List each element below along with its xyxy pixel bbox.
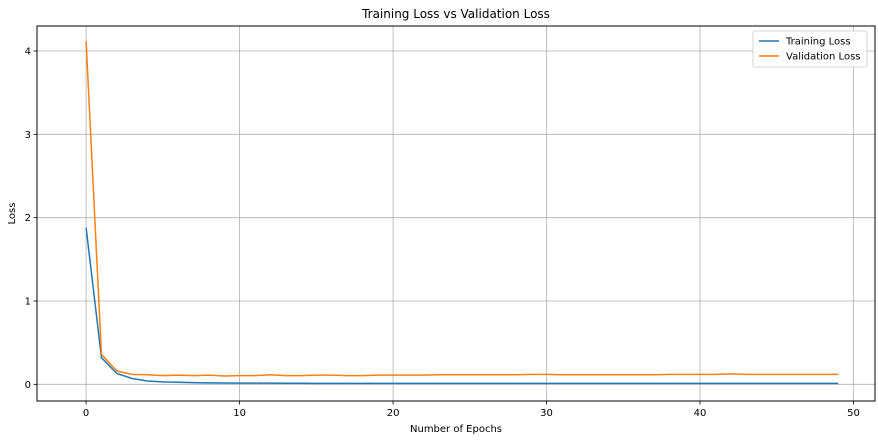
y-axis-label: Loss (7, 203, 18, 225)
y-tick-label: 0 (25, 380, 31, 391)
series-layer (85, 40, 839, 385)
plot-frame (36, 25, 876, 402)
y-tick-label: 1 (25, 297, 31, 308)
chart-title: Training Loss vs Validation Loss (361, 7, 550, 21)
x-tick-label: 30 (540, 408, 553, 419)
legend-label-validation-loss: Validation Loss (786, 52, 861, 63)
x-tick-label: 0 (83, 408, 89, 419)
y-tick-label: 2 (25, 213, 31, 224)
legend-label-training-loss: Training Loss (785, 37, 851, 48)
x-axis-label: Number of Epochs (410, 424, 502, 435)
x-tick-label: 10 (233, 408, 246, 419)
x-tick-label: 40 (694, 408, 707, 419)
series-line-training-loss (85, 227, 839, 385)
x-tick-label: 20 (387, 408, 400, 419)
x-tick-label: 50 (847, 408, 860, 419)
legend: Training Loss Validation Loss (752, 30, 868, 68)
series-line-validation-loss (85, 40, 839, 377)
legend-box (752, 30, 868, 68)
y-axis: 0 1 2 3 4 (25, 47, 37, 391)
y-tick-label: 4 (25, 47, 31, 58)
y-tick-label: 3 (25, 130, 31, 141)
x-axis: 0 10 20 30 40 50 (83, 401, 860, 419)
grid (37, 26, 875, 401)
